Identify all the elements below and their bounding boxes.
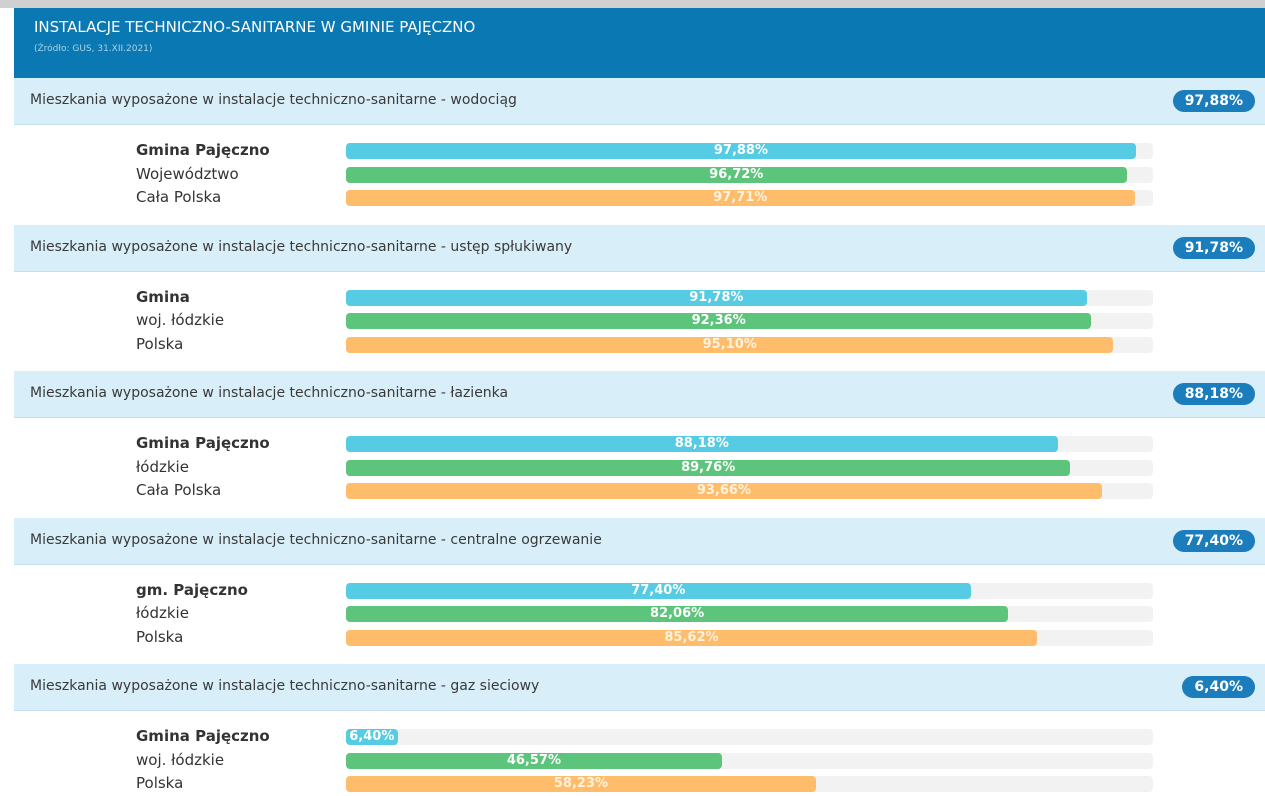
row-name: woj. łódzkie: [136, 750, 225, 769]
bar: 96,72%: [346, 166, 1127, 183]
row-name: Polska: [136, 774, 184, 792]
bar-label: 95,10%: [702, 336, 757, 352]
bar-track: 92,36%: [346, 313, 1153, 329]
section-header: Mieszkania wyposażone w instalacje techn…: [14, 371, 1265, 418]
section-header: Mieszkania wyposażone w instalacje techn…: [14, 224, 1265, 272]
bar-track: 46,57%: [346, 752, 1153, 769]
row-name: Gmina Pajęczno: [136, 141, 270, 159]
section-title: Mieszkania wyposażone w instalacje techn…: [30, 238, 573, 255]
bar-track: 88,18%: [346, 436, 1153, 452]
row-name: gm. Pajęczno: [136, 580, 248, 599]
row-name: Gmina: [136, 287, 190, 306]
row-name: Polska: [136, 627, 184, 646]
bar-track: 96,72%: [346, 166, 1153, 183]
row-name: Gmina Pajęczno: [136, 727, 270, 745]
bar-label: 97,71%: [713, 190, 768, 205]
bar-label: 96,72%: [709, 166, 764, 182]
row-name: woj. łódzkie: [136, 311, 225, 329]
section-title: Mieszkania wyposażone w instalacje techn…: [30, 531, 602, 548]
bar: 89,76%: [346, 459, 1071, 476]
bar-track: 91,78%: [346, 289, 1153, 306]
section-badge: 88,18%: [1172, 383, 1255, 405]
bar: 95,10%: [346, 336, 1114, 353]
section-badge: 77,40%: [1172, 529, 1255, 552]
row-name: Gmina Pajęczno: [136, 434, 270, 452]
bar-track: 97,71%: [346, 190, 1153, 206]
bar: 91,78%: [346, 289, 1087, 306]
header-title: INSTALACJE TECHNICZNO-SANITARNE W GMINIE…: [34, 18, 476, 36]
bar: 46,57%: [346, 752, 722, 769]
bar-track: 85,62%: [346, 629, 1153, 646]
section-badge: 6,40%: [1182, 676, 1255, 698]
bar-label: 85,62%: [664, 629, 719, 645]
bar: 97,88%: [346, 143, 1136, 159]
bar: 58,23%: [346, 776, 816, 792]
bar-label: 6,40%: [349, 729, 395, 744]
bar-track: 89,76%: [346, 459, 1153, 476]
bar-label: 82,06%: [650, 606, 705, 621]
section-header: Mieszkania wyposażone w instalacje techn…: [14, 78, 1265, 125]
bar-label: 89,76%: [681, 459, 736, 475]
bar: 6,40%: [346, 729, 398, 745]
top-strip: [0, 0, 1265, 8]
bar-label: 77,40%: [631, 582, 686, 598]
bar-label: 93,66%: [696, 483, 751, 498]
row-name: łódzkie: [136, 604, 189, 622]
bar-track: 95,10%: [346, 336, 1153, 353]
bar-track: 6,40%: [346, 729, 1153, 745]
header: INSTALACJE TECHNICZNO-SANITARNE W GMINIE…: [14, 8, 1265, 78]
bar-label: 88,18%: [674, 436, 729, 451]
bar-track: 82,06%: [346, 606, 1153, 622]
section-header: Mieszkania wyposażone w instalacje techn…: [14, 664, 1265, 711]
bar-track: 58,23%: [346, 776, 1153, 792]
section-title: Mieszkania wyposażone w instalacje techn…: [30, 385, 509, 401]
section-header: Mieszkania wyposażone w instalacje techn…: [14, 517, 1265, 565]
row-name: łódzkie: [136, 457, 189, 476]
bar: 77,40%: [346, 582, 971, 599]
bar: 85,62%: [346, 629, 1037, 646]
section-title: Mieszkania wyposażone w instalacje techn…: [30, 92, 517, 108]
bar: 97,71%: [346, 190, 1135, 206]
bar-track: 97,88%: [346, 143, 1153, 159]
row-name: Województwo: [136, 164, 239, 183]
row-name: Polska: [136, 334, 184, 353]
section-badge: 97,88%: [1172, 90, 1255, 112]
bar-label: 92,36%: [691, 313, 746, 328]
bar: 92,36%: [346, 313, 1092, 329]
bar: 88,18%: [346, 436, 1058, 452]
bar-label: 58,23%: [553, 776, 609, 791]
bar-label: 46,57%: [506, 752, 561, 768]
bar-track: 93,66%: [346, 483, 1153, 499]
row-name: Cała Polska: [136, 188, 222, 206]
bar: 93,66%: [346, 483, 1102, 499]
bar-label: 91,78%: [689, 289, 744, 305]
bar: 82,06%: [346, 606, 1009, 622]
row-name: Cała Polska: [136, 481, 222, 499]
bar-track: 77,40%: [346, 582, 1153, 599]
section-title: Mieszkania wyposażone w instalacje techn…: [30, 678, 540, 694]
bar-label: 97,88%: [713, 143, 769, 158]
header-source: (Źródło: GUS, 31.XII.2021): [34, 44, 153, 54]
section-badge: 91,78%: [1172, 236, 1255, 259]
